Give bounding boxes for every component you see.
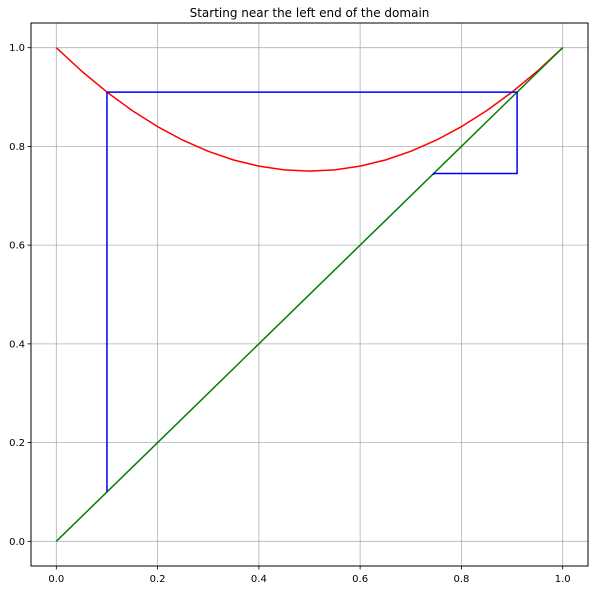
plot-frame — [30, 22, 589, 567]
y-tick-label: 0.8 — [9, 142, 25, 153]
series-line — [55, 47, 564, 172]
x-tick-label: 0.4 — [251, 574, 267, 585]
y-tick-label: 0.4 — [9, 339, 25, 350]
x-tick-label: 0.8 — [453, 574, 469, 585]
x-tick-label: 0.2 — [150, 574, 166, 585]
grid-layer — [31, 23, 588, 566]
x-tick-label: 0.0 — [48, 574, 64, 585]
x-tick-label: 0.6 — [352, 574, 368, 585]
axis-layer: 0.0 0.2 0.4 0.6 0.8 1.0 0.0 0.2 0.4 0.6 0.8 1.0 — [9, 43, 571, 585]
series-line — [106, 91, 518, 492]
y-tick-label: 1.0 — [9, 43, 25, 54]
series-line — [55, 47, 564, 542]
y-tick-label: 0.6 — [9, 241, 25, 252]
y-tick-label: 0.2 — [9, 438, 25, 449]
chart-title: Starting near the left end of the domain — [190, 6, 430, 20]
x-tick-label: 1.0 — [555, 574, 571, 585]
y-tick-label: 0.0 — [9, 537, 25, 548]
series-layer — [55, 47, 564, 542]
